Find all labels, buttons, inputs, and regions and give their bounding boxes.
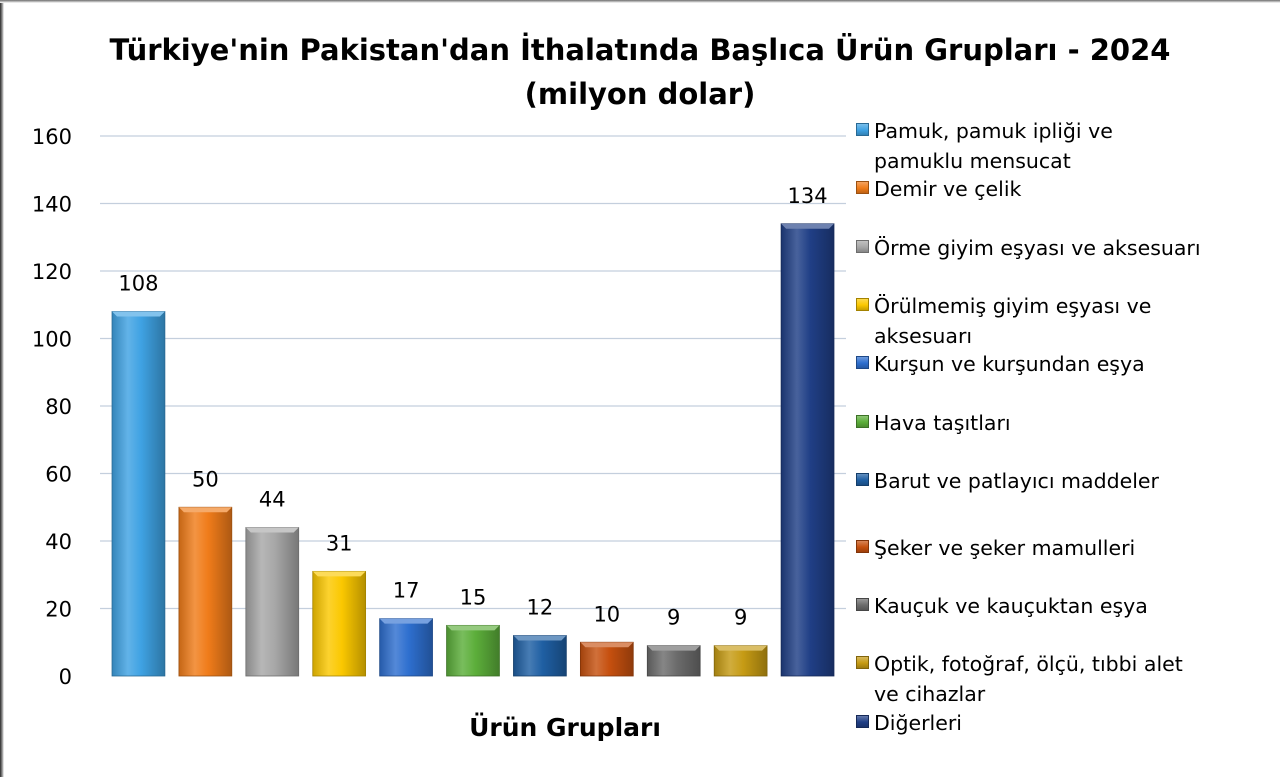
bar-value-label: 108 [118,272,158,296]
x-axis-title: Ürün Grupları [469,712,661,742]
bars [111,223,835,677]
legend-item: Örme giyim eşyası ve aksesuarı [856,233,1276,263]
legend-swatch [856,656,869,669]
legend-label: Örme giyim eşyası ve aksesuarı [874,236,1201,260]
bar-value-label: 10 [593,602,620,626]
y-tick-label: 60 [45,463,72,487]
data-labels: 108 50 44 31 17 15 12 10 9 9 134 [118,184,827,630]
legend-swatch [856,181,869,194]
legend-label: Barut ve patlayıcı maddeler [874,469,1159,493]
chart-title-block: Türkiye'nin Pakistan'dan İthalatında Baş… [100,28,1180,116]
bar-value-label: 44 [259,488,286,512]
bar [513,635,567,677]
bar [245,527,300,677]
y-tick-label: 20 [45,598,72,622]
bar [579,641,634,677]
legend-item: Optik, fotoğraf, ölçü, tıbbi alet ve cih… [856,649,1276,709]
legend-item: Kurşun ve kurşundan eşya [856,349,1276,379]
legend-item: Barut ve patlayıcı maddeler [856,466,1276,496]
bar-value-label: 9 [667,606,680,630]
legend-item: Diğerleri [856,708,1276,738]
bar-bevel [714,645,768,651]
bar-bevel [379,618,433,624]
bar-value-label: 12 [527,596,554,620]
bar [446,624,500,677]
bar [312,570,367,677]
legend-swatch [856,415,869,428]
bar-value-label: 31 [326,531,353,555]
legend-label: Optik, fotoğraf, ölçü, tıbbi alet ve cih… [874,652,1183,706]
bar-bevel [580,642,634,648]
chart-subtitle: (milyon dolar) [524,77,756,111]
top-border [0,0,1280,3]
legend-label: Kurşun ve kurşundan eşya [874,352,1145,376]
legend-swatch [856,473,869,486]
y-tick-label: 0 [59,665,72,689]
y-tick-label: 140 [32,193,72,217]
legend-swatch [856,123,869,136]
y-tick-label: 100 [32,328,72,352]
bar-value-label: 9 [734,606,747,630]
legend-label: Pamuk, pamuk ipliği ve pamuklu mensucat [874,119,1113,173]
legend-label: Diğerleri [874,711,962,735]
legend-swatch [856,240,869,253]
legend-label: Hava taşıtları [874,411,1011,435]
legend-item: Demir ve çelik [856,174,1276,204]
legend-swatch [856,540,869,553]
legend-swatch [856,298,869,311]
legend-item: Hava taşıtları [856,408,1276,438]
bar-bevel [245,527,299,533]
bar-bevel [312,571,366,577]
bar-bevel [781,223,834,229]
gridlines [100,135,846,610]
y-axis-ticks: 0 20 40 60 80 100 120 140 160 [32,125,72,689]
y-tick-label: 160 [32,125,72,149]
legend-label: Örülmemiş giyim eşyası ve aksesuarı [874,294,1152,348]
bar [178,506,233,677]
bar-value-label: 17 [393,579,420,603]
bar [379,618,433,677]
bar-bevel [178,507,232,513]
legend-label: Kauçuk ve kauçuktan eşya [874,594,1148,618]
bar [780,223,835,677]
legend-item: Pamuk, pamuk ipliği ve pamuklu mensucat [856,116,1276,176]
y-tick-label: 120 [32,260,72,284]
left-border [0,0,4,777]
bar-value-label: 50 [192,467,219,491]
bar-bevel [446,625,500,631]
legend-item: Kauçuk ve kauçuktan eşya [856,591,1276,621]
bar-bevel [513,635,567,641]
legend-label: Demir ve çelik [874,177,1022,201]
bar-value-label: 15 [460,585,487,609]
legend-swatch [856,715,869,728]
bar-bevel [647,645,701,651]
y-tick-label: 40 [45,530,72,554]
bar-value-label: 134 [787,184,827,208]
legend-swatch [856,356,869,369]
bar [111,311,166,677]
bar-bevel [112,311,165,317]
legend-label: Şeker ve şeker mamulleri [874,536,1136,560]
chart-title: Türkiye'nin Pakistan'dan İthalatında Baş… [109,33,1171,67]
y-tick-label: 80 [45,395,72,419]
legend-item: Şeker ve şeker mamulleri [856,533,1276,563]
legend-item: Örülmemiş giyim eşyası ve aksesuarı [856,291,1276,351]
legend-swatch [856,598,869,611]
bar [646,645,701,677]
